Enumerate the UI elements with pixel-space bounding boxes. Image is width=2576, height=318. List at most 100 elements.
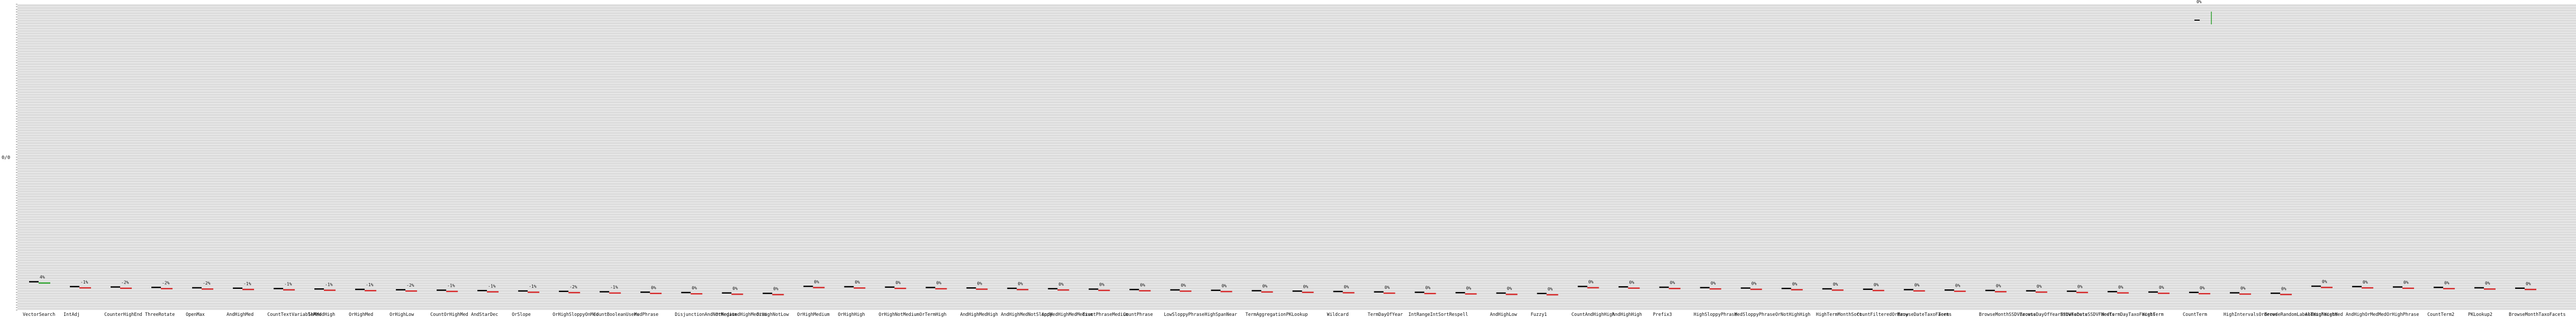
data-label: 0% [1181, 283, 1186, 288]
data-label: 0% [2403, 280, 2409, 285]
data-label: 0% [855, 280, 860, 285]
category-label: OpenMax [186, 312, 205, 317]
data-label: 0% [1711, 281, 1716, 286]
data-label: 0% [1915, 283, 1920, 288]
category-label: AndStarDec [471, 312, 498, 317]
category-label: IntRangeIntSort [1409, 312, 1449, 317]
data-label: 0% [2118, 285, 2124, 289]
category-label: MedSloppyPhrase [1735, 312, 1775, 317]
data-label: 0% [936, 281, 941, 286]
data-label: 0% [977, 281, 982, 286]
data-label: 0% [2363, 280, 2368, 285]
data-label: 0% [1955, 283, 1961, 288]
data-label: 0% [1670, 280, 1675, 285]
data-label: 0% [1548, 287, 1553, 292]
category-label: OrHighMed [349, 312, 373, 317]
category-label: OrHighHigh [838, 312, 865, 317]
data-label: 0% [1833, 282, 1838, 287]
category-label: HighIntervalsOrdered [2224, 312, 2278, 317]
category-label: CountOrHighMed [430, 312, 468, 317]
data-label: -2% [121, 280, 129, 285]
category-label: OrHighNotLow [756, 312, 789, 317]
data-label: 4% [40, 275, 45, 280]
category-label: BrowseDayOfYearSSDVFacets [2020, 312, 2088, 317]
y-axis-label: 0/0 [2, 155, 10, 161]
category-label: BrowseDateSSDVFacets [2061, 312, 2115, 317]
category-label: Fuzzy1 [1531, 312, 1547, 317]
category-label: IntAdj [64, 312, 80, 317]
category-label: OrHighPhrase [2387, 312, 2419, 317]
outlier-label: 0% [2197, 0, 2202, 4]
data-label: 0% [2322, 279, 2327, 284]
category-label: HighSpanNear [1204, 312, 1237, 317]
data-label: 0% [814, 279, 819, 284]
category-label: Term [1938, 312, 1949, 317]
grid-lines [17, 4, 2576, 311]
category-label: BrowseMonthTaxoFacets [2509, 312, 2565, 317]
category-label: PKLookup2 [2468, 312, 2492, 317]
data-label: 0% [895, 280, 901, 285]
data-label: 0% [773, 287, 778, 292]
x-tick-labels: VectorSearch IntAdj CounterHighEnd ThreeRot… [23, 312, 2565, 317]
data-label: 0% [1385, 285, 1390, 290]
category-label: OrHighSloppyOnMed [552, 312, 598, 317]
data-label: 0% [692, 286, 697, 290]
category-label: AndHighMedNotSloppy [1001, 312, 1052, 317]
category-label: Wildcard [1327, 312, 1349, 317]
data-label: 0% [1426, 286, 1431, 290]
category-label: CounterHighEnd [104, 312, 142, 317]
data-label: 0% [2485, 281, 2490, 286]
category-label: VectorSearch [23, 312, 55, 317]
data-label: 0% [1099, 282, 1104, 287]
category-label: ThreeRotate [145, 312, 175, 317]
data-label: 0% [2526, 281, 2531, 286]
category-label: CountFilteredOrMany [1857, 312, 1908, 317]
data-label: 0% [1344, 285, 1349, 289]
chart-marks: 4% -1% -2% -2% -2% -1% -1% -1% -1% -2% -1% -1% -1% -2… [29, 0, 2536, 296]
data-label: 0% [2444, 280, 2450, 285]
category-label: Prefix3 [1653, 312, 1672, 317]
category-label: OrHighLow [389, 312, 414, 317]
data-label: 0% [1466, 286, 1472, 290]
data-label: 0% [1303, 284, 1309, 289]
category-label: ShAMedHigh [308, 312, 335, 317]
data-label: -2% [569, 285, 577, 289]
data-label: 0% [1752, 281, 1757, 286]
category-label: PKLookup [1286, 312, 1308, 317]
data-label: 0% [1629, 280, 1635, 285]
data-label: 0% [1996, 284, 2001, 288]
category-label: OrNotHighHigh [1775, 312, 1811, 317]
data-label: -1% [325, 282, 333, 287]
category-label: AndHighHigh [1612, 312, 1642, 317]
category-label: BrowseDateTaxoFacets [1898, 312, 1952, 317]
data-label: 0% [651, 285, 656, 290]
category-label: Respell [1449, 312, 1468, 317]
category-label: TermAggregation [1245, 312, 1286, 317]
data-label: -1% [80, 280, 88, 285]
category-label: AndHighHighMed [2305, 312, 2343, 317]
data-label: -1% [488, 284, 496, 288]
category-label: HighTerm [2142, 312, 2164, 317]
category-label: AndMedHighMedMedium [1041, 312, 1093, 317]
data-label: 0% [1589, 280, 1594, 285]
data-label: 0% [1792, 281, 1798, 286]
y-tick-labels [16, 4, 17, 311]
data-label: -2% [162, 280, 170, 285]
data-label: -2% [406, 283, 414, 288]
data-label: -1% [529, 284, 537, 289]
category-label: LowSloppyPhrase [1164, 312, 1204, 317]
data-label: -1% [284, 282, 292, 287]
data-label: -1% [610, 285, 618, 290]
data-label: -1% [447, 284, 455, 288]
data-label: -2% [203, 281, 211, 286]
category-label: OrNegatedHighMedium [715, 312, 767, 317]
category-label: AndHighLow [1490, 312, 1518, 317]
category-label: CountTerm [2183, 312, 2207, 317]
data-label: 0% [2159, 285, 2164, 290]
data-label: 0% [1221, 284, 1227, 288]
category-label: CountBooleanUsers [593, 312, 639, 317]
category-label: BrowseMonthSSDVFacets [1979, 312, 2036, 317]
category-label: AndHighOrMedMed [2346, 312, 2387, 317]
data-label: 0% [2281, 286, 2287, 291]
